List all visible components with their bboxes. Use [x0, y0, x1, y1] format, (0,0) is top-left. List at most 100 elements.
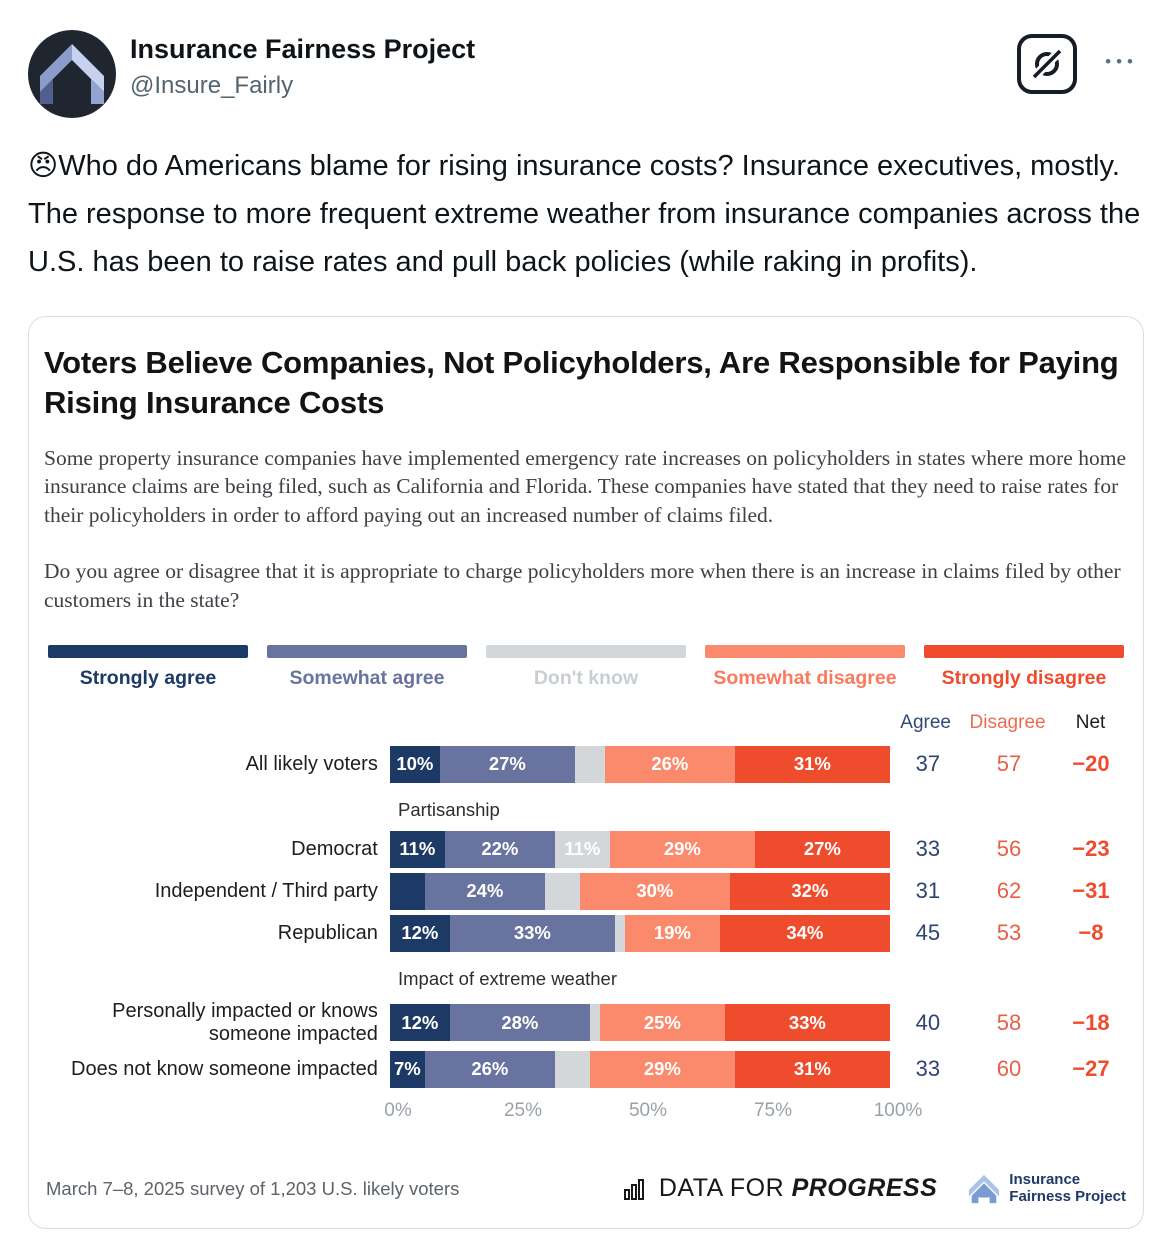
avatar[interactable]	[28, 30, 116, 118]
legend-label: Somewhat disagree	[713, 666, 897, 689]
legend-swatch	[267, 644, 467, 658]
stacked-bar: 12% 28% 25% 33%	[389, 1004, 890, 1042]
bar-segment: 11%	[389, 830, 445, 868]
bar-segment: 19%	[624, 914, 720, 952]
bar-segment: 32%	[729, 872, 890, 910]
stats-header-net: Net	[1075, 711, 1106, 733]
author-display-name[interactable]: Insurance Fairness Project	[130, 34, 476, 64]
bar-segment: 34%	[719, 914, 890, 952]
legend-label: Strongly disagree	[941, 666, 1107, 689]
stat-net: −18	[1072, 1009, 1110, 1035]
stat-disagree: 58	[996, 1009, 1022, 1035]
ifp-logo-line1: Insurance	[1009, 1170, 1081, 1188]
stat-agree: 45	[915, 920, 941, 946]
stacked-bar: 10% 27% 26% 31%	[389, 745, 890, 783]
row-label: Republican	[277, 921, 378, 944]
stacked-bar: 24% 30% 32%	[389, 872, 890, 910]
legend-item: Somewhat agree	[267, 644, 467, 690]
x-axis: 0% 25% 50% 75% 100%	[384, 1099, 922, 1128]
legend-label: Strongly agree	[79, 666, 217, 689]
author-handle[interactable]: @Insure_Fairly	[130, 72, 294, 99]
insurance-fairness-project-logo: Insurance Fairness Project	[967, 1170, 1126, 1206]
chart-row: Does not know someone impacted 7% 26% 29% 31…	[42, 1050, 1130, 1088]
stacked-bar: 12% 33% 19% 34%	[389, 914, 890, 952]
stats-header-disagree: Disagree	[969, 711, 1046, 733]
house-icon	[969, 1174, 1000, 1203]
bar-segment: 31%	[734, 745, 890, 783]
legend-label: Don't know	[533, 666, 639, 689]
data-for-progress-logo: DATA FOR PROGRESS	[623, 1174, 937, 1203]
stat-net: −27	[1072, 1056, 1110, 1082]
post-header: Insurance Fairness Project @Insure_Fairl…	[28, 30, 1144, 118]
chart-image-card[interactable]: Voters Believe Companies, Not Policyhold…	[28, 316, 1144, 1229]
stat-agree: 33	[915, 1056, 941, 1082]
legend-swatch	[486, 644, 686, 658]
bar-segment: 11%	[554, 830, 610, 868]
stat-disagree: 62	[996, 878, 1022, 904]
stacked-bar: 11% 22% 11% 29% 27%	[389, 830, 890, 868]
stat-agree: 37	[915, 751, 941, 777]
author-names: Insurance Fairness Project @Insure_Fairl…	[130, 30, 475, 100]
stat-agree: 40	[915, 1009, 941, 1035]
stat-agree: 31	[915, 878, 941, 904]
stats-header-agree: Agree	[900, 711, 951, 733]
stat-disagree: 56	[996, 836, 1022, 862]
bar-segment: 26%	[424, 1050, 555, 1088]
bar-segment	[614, 914, 625, 952]
bar-segment	[589, 1004, 600, 1042]
chart-footer: March 7–8, 2025 survey of 1,203 U.S. lik…	[42, 1170, 1130, 1206]
bar-segment: 12%	[389, 914, 450, 952]
bar-segment: 28%	[449, 1004, 590, 1042]
bar-segment: 26%	[604, 745, 735, 783]
more-options-button[interactable]: •••	[1099, 34, 1144, 73]
survey-footnote: March 7–8, 2025 survey of 1,203 U.S. lik…	[46, 1177, 460, 1199]
stat-disagree: 57	[996, 751, 1022, 777]
chart-rows: All likely voters 10% 27% 26% 31% 37 57 −20 Part…	[42, 745, 1130, 1088]
bar-segment: 31%	[734, 1050, 890, 1088]
bar-segment: 24%	[424, 872, 545, 910]
restack-button[interactable]	[1017, 34, 1078, 94]
bar-segment: 25%	[599, 1004, 725, 1042]
avatar-image	[28, 30, 116, 118]
chart-row: All likely voters 10% 27% 26% 31% 37 57 −20	[42, 745, 1130, 783]
stats-header: Agree Disagree Net	[42, 712, 1130, 734]
bar-segment: 12%	[389, 1004, 450, 1042]
axis-tick: 75%	[753, 1099, 793, 1121]
row-label: Independent / Third party	[154, 879, 378, 902]
bar-segment: 7%	[389, 1050, 425, 1088]
axis-tick: 50%	[628, 1099, 668, 1121]
section-label: Partisanship	[398, 798, 500, 820]
chart-row: Republican 12% 33% 19% 34% 45 53 −8	[42, 914, 1130, 952]
chart-row: Democrat 11% 22% 11% 29% 27% 33 56 −23	[42, 830, 1130, 868]
stat-net: −23	[1072, 836, 1110, 862]
legend-swatch	[705, 644, 905, 658]
bar-segment	[574, 745, 605, 783]
stat-agree: 33	[915, 836, 941, 862]
section-label: Impact of extreme weather	[398, 967, 618, 989]
legend-item: Strongly disagree	[924, 644, 1124, 690]
axis-tick: 0%	[384, 1099, 412, 1121]
legend-label: Somewhat agree	[289, 666, 445, 689]
chart-description: Some property insurance companies have i…	[44, 445, 1126, 527]
chart-row: Personally impacted or knows someone imp…	[42, 1000, 1130, 1046]
stat-net: −20	[1072, 751, 1110, 777]
legend-item: Somewhat disagree	[705, 644, 905, 690]
chart-row: Independent / Third party 24% 30% 32% 31 62 −3…	[42, 872, 1130, 910]
row-label: Democrat	[291, 837, 378, 860]
axis-tick: 100%	[873, 1099, 923, 1121]
legend-item: Don't know	[486, 644, 686, 690]
bar-segment: 22%	[444, 830, 555, 868]
bar-segment: 29%	[609, 830, 755, 868]
bar-segment: 29%	[589, 1050, 735, 1088]
post-body-text: 😠Who do Americans blame for rising insur…	[28, 150, 1141, 278]
ifp-logo-line2: Fairness Project	[1009, 1187, 1126, 1205]
dfp-prefix: DATA FOR	[658, 1174, 792, 1203]
stat-disagree: 53	[996, 920, 1022, 946]
chart-title: Voters Believe Companies, Not Policyhold…	[44, 345, 1119, 421]
dfp-bold: PROGRESS	[791, 1174, 938, 1203]
bar-segment: 27%	[754, 830, 890, 868]
chart-legend: Strongly agree Somewhat agree Don't know So…	[48, 644, 1124, 690]
restack-icon	[1029, 46, 1065, 82]
stat-disagree: 60	[996, 1056, 1022, 1082]
